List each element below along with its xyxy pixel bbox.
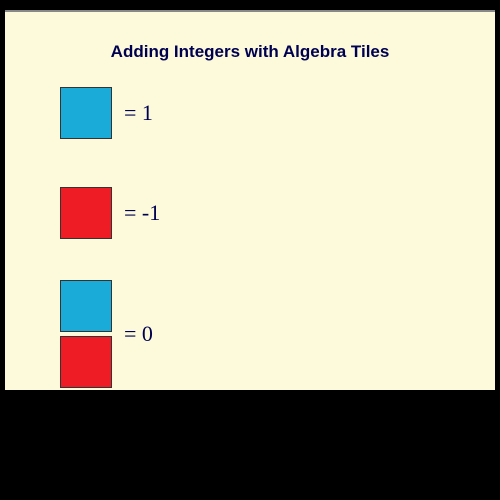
tile-zero-pair: [60, 280, 112, 388]
label-positive: = 1: [124, 100, 153, 126]
tile-zero-negative: [60, 336, 112, 388]
slide-canvas: Adding Integers with Algebra Tiles = 1 =…: [5, 10, 495, 390]
tile-negative: [60, 187, 112, 239]
tile-zero-positive: [60, 280, 112, 332]
label-negative: = -1: [124, 200, 160, 226]
tile-positive: [60, 87, 112, 139]
slide-title: Adding Integers with Algebra Tiles: [5, 42, 495, 62]
legend-row-positive: = 1: [60, 87, 153, 139]
legend-row-zero: = 0: [60, 280, 153, 388]
label-zero: = 0: [124, 321, 153, 347]
legend-row-negative: = -1: [60, 187, 160, 239]
